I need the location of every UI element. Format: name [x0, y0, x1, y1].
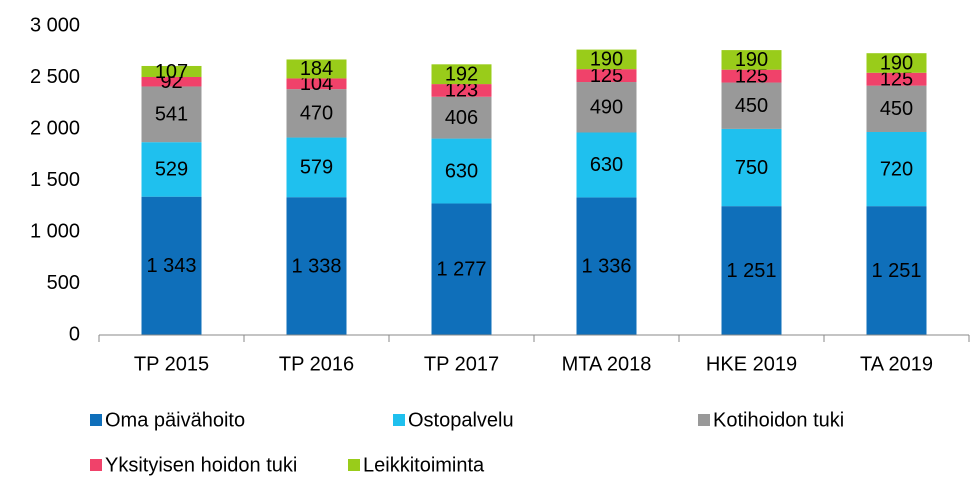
legend-label: Kotihoidon tuki [713, 409, 844, 431]
data-label: 541 [155, 104, 188, 126]
bar-segment [866, 131, 927, 207]
data-label: 123 [445, 80, 478, 102]
data-label: 104 [300, 73, 333, 95]
bar-segment [721, 128, 782, 207]
data-label: 1 251 [726, 260, 776, 282]
data-label: 125 [735, 65, 768, 87]
bar-segment [286, 59, 347, 79]
data-label: 529 [155, 159, 188, 181]
y-tick-label: 0 [69, 323, 80, 345]
data-label: 450 [880, 98, 913, 120]
bar-segment [431, 138, 492, 204]
bar-segment [141, 76, 202, 87]
x-tick-label: HKE 2019 [706, 353, 797, 375]
bar-segment [431, 203, 492, 335]
bar-segment [721, 206, 782, 335]
x-tick-label: MTA 2018 [562, 353, 652, 375]
bar-segment [866, 85, 927, 132]
bar-segment [721, 50, 782, 70]
legend-swatch [90, 459, 102, 471]
data-label: 750 [735, 157, 768, 179]
data-label: 1 336 [581, 255, 631, 277]
bar-segment [431, 96, 492, 139]
bar-segment [576, 82, 637, 133]
data-label: 579 [300, 157, 333, 179]
bar-segment [286, 137, 347, 198]
data-label: 630 [590, 154, 623, 176]
data-label: 107 [155, 61, 188, 83]
data-label: 406 [445, 107, 478, 129]
data-label: 450 [735, 95, 768, 117]
y-tick-label: 1 500 [30, 169, 80, 191]
data-label: 1 343 [146, 255, 196, 277]
bar-segment [576, 132, 637, 198]
legend-swatch [90, 414, 102, 426]
data-label: 1 338 [291, 255, 341, 277]
bar-segment [431, 84, 492, 97]
x-tick-label: TA 2019 [860, 353, 933, 375]
y-tick-label: 3 000 [30, 14, 80, 36]
legend-swatch [393, 414, 405, 426]
bar-segment [721, 69, 782, 83]
bar-segment [721, 82, 782, 129]
y-tick-label: 2 500 [30, 66, 80, 88]
x-tick-label: TP 2016 [279, 353, 354, 375]
data-label: 192 [445, 63, 478, 85]
data-label: 1 277 [436, 259, 486, 281]
bar-segment [866, 53, 927, 73]
legend-label: Leikkitoiminta [363, 454, 485, 476]
legend-swatch [348, 459, 360, 471]
data-label: 125 [880, 68, 913, 90]
bar-segment [141, 86, 202, 143]
data-label: 125 [590, 65, 623, 87]
bar-segment [866, 72, 927, 86]
bar-segment [141, 196, 202, 335]
bar-segment [576, 69, 637, 83]
bar-segment [576, 197, 637, 335]
bar-segment [286, 197, 347, 335]
data-label: 1 251 [871, 260, 921, 282]
bar-segment [576, 49, 637, 70]
data-label: 720 [880, 158, 913, 180]
bar-segment [141, 142, 202, 197]
legend-label: Ostopalvelu [408, 409, 514, 431]
legend-label: Oma päivähoito [105, 409, 245, 431]
data-label: 190 [880, 52, 913, 74]
data-label: 190 [735, 49, 768, 71]
bar-segment [431, 64, 492, 85]
x-tick-label: TP 2017 [424, 353, 499, 375]
bar-segment [286, 89, 347, 138]
legend-swatch [698, 414, 710, 426]
legend-label: Yksityisen hoidon tuki [105, 454, 297, 476]
bar-segment [141, 65, 202, 77]
data-label: 630 [445, 160, 478, 182]
data-label: 470 [300, 103, 333, 125]
x-tick-label: TP 2015 [134, 353, 209, 375]
y-tick-label: 500 [47, 272, 80, 294]
bar-segment [866, 206, 927, 335]
data-label: 490 [590, 97, 623, 119]
y-tick-label: 1 000 [30, 220, 80, 242]
data-label: 190 [590, 49, 623, 71]
bar-segment [286, 78, 347, 90]
data-label: 184 [300, 58, 333, 80]
y-tick-label: 2 000 [30, 117, 80, 139]
